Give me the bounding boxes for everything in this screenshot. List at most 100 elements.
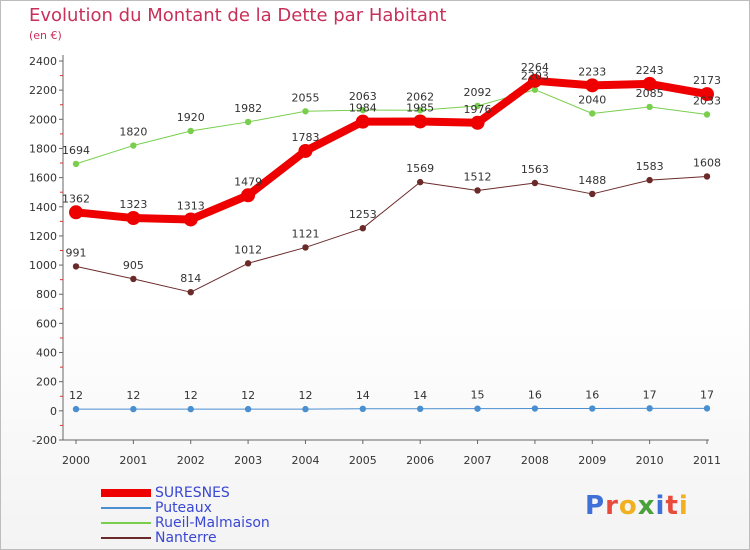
logo-letter: o <box>618 491 638 521</box>
data-point-puteaux <box>359 405 367 413</box>
y-tick-label: 1800 <box>29 142 57 155</box>
x-tick-label: 2004 <box>291 454 319 467</box>
data-label-nanterre: 991 <box>66 246 87 259</box>
legend-item-puteaux: Puteaux <box>101 499 270 516</box>
data-point-nanterre <box>130 275 137 283</box>
logo-letter: i <box>655 491 666 521</box>
legend-swatch-suresnes <box>101 488 151 497</box>
data-point-suresnes <box>470 115 485 130</box>
data-label-nanterre: 1583 <box>636 160 664 173</box>
data-point-puteaux <box>646 405 653 412</box>
data-label-suresnes: 1323 <box>119 198 147 211</box>
legend-swatch-rueil-malmaison <box>101 521 151 524</box>
chart-title: Evolution du Montant de la Dette par Hab… <box>29 5 447 26</box>
data-label-suresnes: 2173 <box>693 74 721 87</box>
data-label-rueil-malmaison: 2063 <box>349 90 377 103</box>
data-point-nanterre <box>244 260 252 267</box>
series-line-suresnes <box>75 76 708 224</box>
data-label-puteaux: 14 <box>356 389 370 402</box>
legend-swatch-nanterre <box>101 536 151 539</box>
data-point-puteaux <box>187 405 194 413</box>
data-point-rueil-malmaison <box>302 108 309 115</box>
data-point-puteaux <box>302 405 309 413</box>
proxiti-logo: Proxiti <box>585 491 689 521</box>
y-tick-label: 2000 <box>29 113 57 126</box>
logo-letter: x <box>637 491 656 521</box>
data-label-rueil-malmaison: 2085 <box>636 87 664 100</box>
data-label-rueil-malmaison: 2040 <box>578 93 606 106</box>
y-tick-label: 600 <box>36 317 57 330</box>
data-point-suresnes <box>527 73 542 88</box>
y-tick-label: 1600 <box>29 172 57 185</box>
data-label-nanterre: 814 <box>180 272 201 285</box>
y-tick-label: 1000 <box>29 259 57 272</box>
logo-letter: i <box>678 491 689 521</box>
data-label-puteaux: 17 <box>643 388 657 401</box>
x-tick-label: 2010 <box>636 454 664 467</box>
data-label-suresnes: 2264 <box>521 61 549 74</box>
legend-label-nanterre: Nanterre <box>155 529 217 546</box>
data-point-nanterre <box>416 178 424 186</box>
data-point-rueil-malmaison <box>531 86 539 93</box>
data-point-rueil-malmaison <box>244 118 252 126</box>
data-label-suresnes: 2243 <box>636 64 664 77</box>
data-point-suresnes <box>241 188 256 203</box>
legend-item-suresnes: SURESNES <box>101 484 270 501</box>
data-point-suresnes <box>585 78 600 93</box>
x-tick-label: 2000 <box>62 454 90 467</box>
x-tick-label: 2007 <box>464 454 492 467</box>
data-label-suresnes: 1783 <box>291 131 319 144</box>
x-tick-label: 2005 <box>349 454 377 467</box>
data-label-suresnes: 1479 <box>234 175 262 188</box>
x-tick-label: 2001 <box>119 454 147 467</box>
data-label-puteaux: 16 <box>585 389 599 402</box>
data-point-suresnes <box>69 205 83 220</box>
y-tick-label: -200 <box>32 434 57 447</box>
data-point-nanterre <box>589 190 596 198</box>
logo-letter: P <box>585 491 606 521</box>
y-tick-label: 2400 <box>29 55 57 68</box>
data-point-suresnes <box>413 114 428 129</box>
data-label-rueil-malmaison: 2062 <box>406 90 434 103</box>
series-line-rueil-malmaison <box>75 89 708 165</box>
data-label-puteaux: 16 <box>528 389 542 402</box>
data-point-rueil-malmaison <box>416 107 424 114</box>
legend-label-rueil-malmaison: Rueil-Malmaison <box>155 514 270 531</box>
chart-legend: SURESNES Puteaux Rueil-Malmaison Nanterre <box>101 484 270 546</box>
data-label-suresnes: 2233 <box>578 65 606 78</box>
series-line-nanterre <box>75 175 708 293</box>
data-point-suresnes <box>355 114 370 129</box>
x-tick-label: 2002 <box>177 454 205 467</box>
legend-label-puteaux: Puteaux <box>155 499 212 516</box>
data-label-rueil-malmaison: 2033 <box>693 94 721 107</box>
data-label-nanterre: 1563 <box>521 163 549 176</box>
data-label-puteaux: 12 <box>69 389 83 402</box>
data-label-puteaux: 12 <box>126 389 140 402</box>
data-point-suresnes <box>183 212 198 227</box>
data-point-rueil-malmaison <box>589 110 596 117</box>
data-label-suresnes: 1362 <box>62 192 90 205</box>
y-tick-label: 200 <box>36 376 57 389</box>
data-point-nanterre <box>359 224 367 232</box>
y-tick-label: 400 <box>36 347 57 360</box>
data-label-nanterre: 1253 <box>349 208 377 221</box>
data-label-nanterre: 905 <box>123 259 144 272</box>
data-point-rueil-malmaison <box>187 127 194 135</box>
x-tick-label: 2003 <box>234 454 262 467</box>
chart-unit-label: (en €) <box>29 29 62 42</box>
data-point-nanterre <box>703 173 711 180</box>
x-tick-label: 2009 <box>578 454 606 467</box>
data-point-puteaux <box>244 405 252 413</box>
data-label-puteaux: 12 <box>241 389 255 402</box>
legend-label-suresnes: SURESNES <box>155 484 230 501</box>
data-point-rueil-malmaison <box>646 103 653 111</box>
data-point-nanterre <box>187 288 194 296</box>
data-point-suresnes <box>298 143 313 158</box>
data-point-suresnes <box>700 87 714 102</box>
data-label-rueil-malmaison: 1694 <box>62 144 90 157</box>
y-tick-label: 2200 <box>29 84 57 97</box>
data-label-suresnes: 1985 <box>406 101 434 114</box>
data-label-suresnes: 1984 <box>349 102 377 115</box>
data-point-nanterre <box>531 179 539 187</box>
